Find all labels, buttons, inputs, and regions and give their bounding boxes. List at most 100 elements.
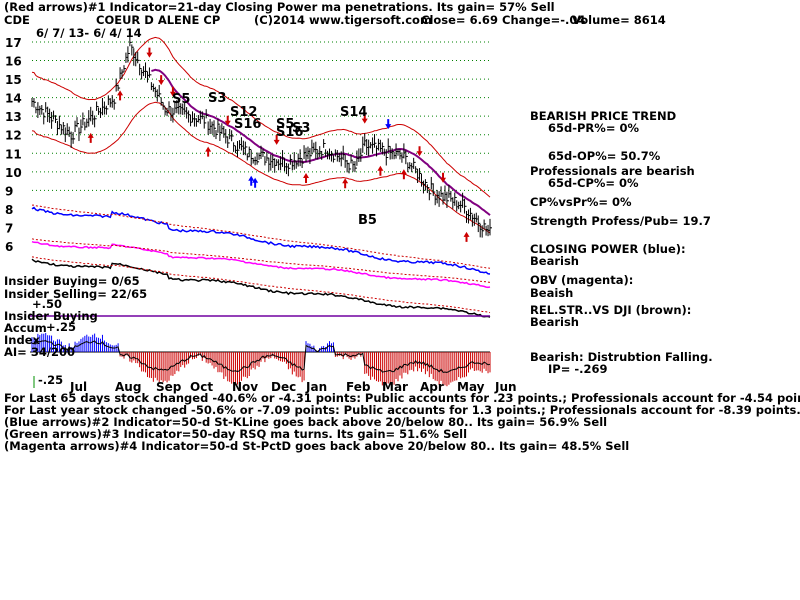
company-name: COEUR D ALENE CP — [96, 13, 221, 27]
y-tick-label: 7 — [5, 221, 13, 235]
month-label: Feb — [346, 380, 371, 394]
price-bars — [31, 33, 492, 238]
signal-up-arrow-icon — [377, 165, 384, 176]
prof-bearish-label: Professionals are bearish — [530, 164, 695, 178]
accum-index-histogram — [31, 332, 491, 387]
insider-selling-count: Insider Selling= 22/65 — [4, 287, 148, 301]
lower-band — [31, 101, 491, 234]
obv-ma-line — [31, 238, 491, 283]
closing-power-label: CLOSING POWER (blue): — [530, 242, 686, 256]
pr-value: 65d-PR%= 0% — [548, 121, 639, 135]
signal-up-arrow-icon — [342, 178, 349, 189]
month-label: Dec — [271, 380, 296, 394]
signal-label: S3 — [208, 91, 226, 106]
ip-value: IP= -.269 — [548, 362, 608, 376]
signal-down-arrow-icon — [169, 86, 176, 97]
signal-label: S16 — [234, 117, 261, 132]
y-tick-label: 9 — [5, 184, 13, 198]
month-label: Jan — [305, 380, 327, 394]
signal-up-arrow-icon — [400, 169, 407, 180]
rel-str-label: REL.STR..VS DJI (brown): — [530, 303, 692, 317]
trend-label: BEARISH PRICE TREND — [530, 109, 677, 123]
stats-last-year: For Last year stock changed -50.6% or -7… — [4, 403, 800, 417]
cp-vs-pr-value: CP%vsPr%= 0% — [530, 195, 632, 209]
signal-up-arrow-icon — [205, 146, 212, 157]
signal-down-arrow-icon — [224, 115, 231, 126]
volume-value: Volume= 8614 — [572, 13, 666, 27]
obv-status: Beaish — [530, 286, 574, 300]
signal-up-arrow-icon — [303, 173, 310, 184]
y-tick-label: 6 — [5, 240, 13, 254]
signal-down-arrow-icon — [416, 146, 423, 157]
signal-up-arrow-icon — [87, 132, 94, 143]
accum-status: Bearish: Distrubtion Falling. — [530, 350, 713, 364]
minus-25-label: -.25 — [38, 373, 64, 387]
price-axis-ticks: 6 7 8 9 10 11 12 13 14 15 16 17 — [5, 36, 22, 254]
y-tick-label: 15 — [5, 73, 22, 87]
month-label: May — [457, 380, 485, 394]
price-bands — [31, 36, 491, 234]
indicator-3-caption: (Green arrows)#3 Indicator=50-day RSQ ma… — [4, 427, 468, 441]
month-label: Mar — [382, 380, 408, 394]
y-tick-label: 14 — [5, 92, 22, 106]
signal-label: S5 — [172, 92, 190, 107]
price-grid — [32, 41, 490, 191]
obv-label: OBV (magenta): — [530, 273, 634, 287]
signal-down-arrow-icon — [273, 134, 280, 145]
rel-str-ma-line — [31, 256, 491, 314]
y-tick-label: 11 — [5, 147, 22, 161]
month-label: Jul — [69, 380, 87, 394]
ai-value: AI= 34/200 — [4, 345, 76, 359]
upper-band — [31, 36, 491, 198]
y-tick-label: 17 — [5, 36, 22, 50]
cp-value: 65d-CP%= 0% — [548, 176, 639, 190]
month-axis: Jul Aug Sep Oct Nov Dec Jan Feb Mar Apr May Jun — [69, 380, 517, 394]
signal-down-arrow-icon — [146, 47, 153, 58]
signal-label: S14 — [340, 105, 367, 120]
rel-str-status: Bearish — [530, 315, 579, 329]
ticker-symbol: CDE — [4, 13, 30, 27]
accum-label: Accum — [4, 321, 47, 335]
signal-up-arrow-icon — [117, 90, 124, 101]
closing-power-ma-line — [32, 204, 491, 269]
month-label: Oct — [190, 380, 213, 394]
month-label: Sep — [156, 380, 182, 394]
signal-down-arrow-icon — [440, 172, 447, 183]
signal-up-arrow-icon — [463, 231, 470, 242]
closing-power-line — [31, 206, 491, 275]
y-tick-label: 10 — [5, 166, 22, 180]
date-range: 6/ 7/ 13- 6/ 4/ 14 — [36, 26, 142, 40]
obv-line — [31, 240, 491, 289]
moving-average-line — [151, 68, 491, 216]
y-tick-label: 8 — [5, 203, 13, 217]
index-label: Index — [4, 333, 40, 347]
change-value: Change=-.04 — [502, 13, 586, 27]
indicator-2-caption: (Blue arrows)#2 Indicator=50-d St-KLine … — [4, 415, 608, 429]
month-label: Nov — [232, 380, 258, 394]
signal-label: S16 — [276, 125, 303, 140]
plus-50-label: +.50 — [32, 297, 63, 311]
insider-buying-count: Insider Buying= 0/65 — [4, 274, 140, 288]
insider-buying-label: Insider Buying — [4, 309, 98, 323]
closing-power-status: Bearish — [530, 254, 579, 268]
month-label: Aug — [115, 380, 141, 394]
signal-down-arrow-icon — [361, 113, 368, 124]
signal-down-arrow-icon — [158, 75, 165, 86]
stats-65-days: For Last 65 days stock changed -40.6% or… — [4, 391, 800, 405]
indicator-1-caption: (Red arrows)#1 Indicator=21-day Closing … — [4, 0, 555, 14]
signal-label: S3 — [292, 121, 310, 136]
signal-up-arrow-icon — [252, 177, 259, 188]
month-label: Jun — [494, 380, 517, 394]
accum-ma-line — [31, 340, 491, 374]
signal-down-arrow-icon — [385, 119, 392, 130]
signal-label: S12 — [230, 105, 257, 120]
close-value: Close= 6.69 — [421, 13, 498, 27]
month-label: Apr — [420, 380, 444, 394]
signal-label: S5 — [276, 117, 294, 132]
y-tick-label: 12 — [5, 129, 22, 143]
strength-value: Strength Profess/Pub= 19.7 — [530, 214, 711, 228]
signal-arrows — [87, 47, 470, 242]
signal-up-arrow-icon — [248, 175, 255, 186]
copyright: (C)2014 www.tigersoft.com — [254, 13, 432, 27]
